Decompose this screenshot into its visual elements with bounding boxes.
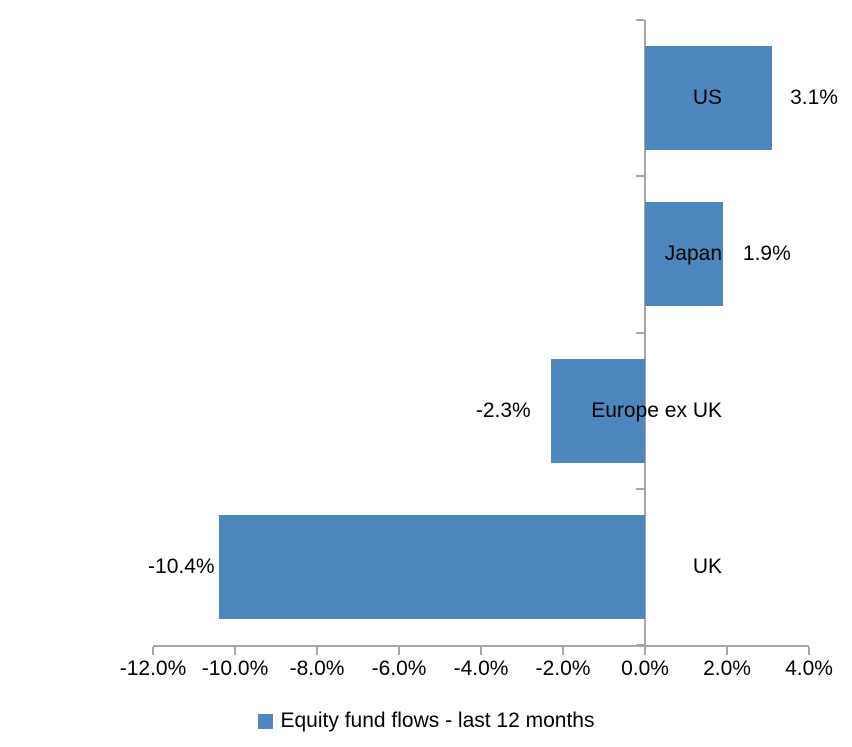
x-axis-tick <box>808 647 810 655</box>
legend: Equity fund flows - last 12 months <box>0 705 852 737</box>
x-tick-label: -4.0% <box>453 657 509 680</box>
x-tick-label: -6.0% <box>371 657 427 680</box>
x-tick-label: -8.0% <box>289 657 345 680</box>
category-label: Europe ex UK <box>591 398 722 422</box>
x-axis-tick <box>234 647 236 655</box>
y-axis-tick <box>636 644 644 646</box>
x-tick-label: -12.0% <box>119 657 187 680</box>
data-label: -10.4% <box>148 554 215 578</box>
bar-us <box>645 46 773 151</box>
x-tick-label: -10.0% <box>201 657 269 680</box>
x-tick-label: -2.0% <box>535 657 591 680</box>
x-tick-label: 4.0% <box>785 657 833 680</box>
x-axis-tick <box>480 647 482 655</box>
bar-europe-ex-uk <box>550 358 645 463</box>
y-axis-tick <box>636 331 644 334</box>
y-axis-tick <box>636 19 644 21</box>
x-axis-tick <box>152 647 154 655</box>
category-label: US <box>692 86 722 110</box>
legend-label: Equity fund flows - last 12 months <box>280 709 595 732</box>
data-label: 1.9% <box>742 242 791 266</box>
legend-swatch-icon <box>257 713 273 729</box>
bar-uk <box>218 514 645 619</box>
bar-japan <box>645 202 723 307</box>
category-label: Japan <box>664 242 722 266</box>
x-axis-tick <box>726 647 728 655</box>
x-axis-tick <box>562 647 564 655</box>
x-tick-label: 0.0% <box>621 657 669 680</box>
x-axis-tick <box>398 647 400 655</box>
x-tick-label: 2.0% <box>703 657 751 680</box>
x-axis-tick <box>316 647 318 655</box>
y-axis-tick <box>636 487 644 490</box>
data-label: 3.1% <box>790 86 838 110</box>
category-label: UK <box>692 554 722 578</box>
x-axis-line <box>153 645 809 647</box>
data-label: -2.3% <box>475 398 531 422</box>
y-axis-tick <box>636 175 644 178</box>
x-axis-tick <box>644 647 646 655</box>
y-axis-line <box>644 20 646 655</box>
